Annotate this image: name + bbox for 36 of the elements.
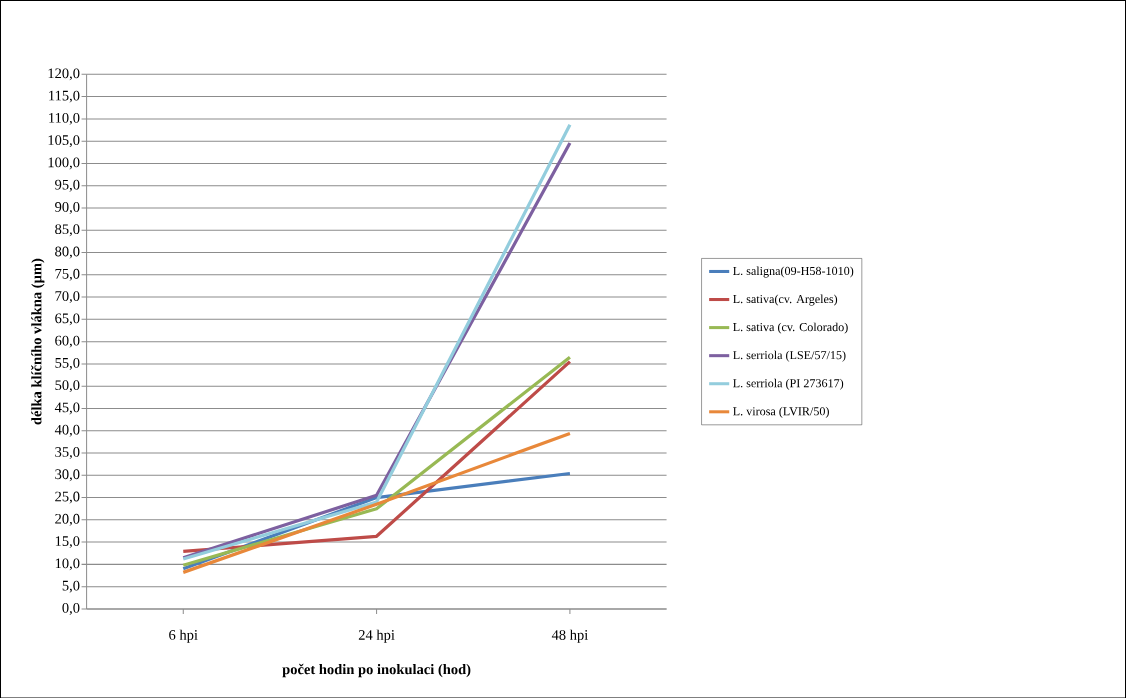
x-axis-title: počet hodin po inokulaci (hod) bbox=[282, 663, 471, 677]
y-tick-label: 60,0 bbox=[55, 335, 80, 348]
y-tick-label: 90,0 bbox=[55, 201, 80, 214]
legend-label: L. sativa (cv. Colorado) bbox=[733, 322, 848, 334]
y-tick-label: 120,0 bbox=[48, 68, 80, 81]
y-tick-label: 40,0 bbox=[54, 424, 80, 437]
y-tick-label: 20,0 bbox=[55, 513, 80, 526]
y-tick-label: 85,0 bbox=[55, 224, 80, 237]
y-tick-label: 5,0 bbox=[62, 580, 80, 593]
x-tick-label: 48 hpi bbox=[551, 629, 588, 643]
legend-label: L. virosa (LVIR/50) bbox=[733, 406, 829, 418]
legend-label: L. sativa(cv. Argeles) bbox=[733, 294, 838, 306]
y-tick-label: 70,0 bbox=[55, 290, 80, 303]
y-tick-label: 75,0 bbox=[55, 268, 80, 281]
y-tick-label: 55,0 bbox=[55, 357, 80, 370]
x-tick-label: 24 hpi bbox=[358, 629, 395, 643]
y-tick-label: 95,0 bbox=[55, 179, 80, 192]
y-tick-label: 80,0 bbox=[55, 246, 80, 259]
y-tick-label: 115,0 bbox=[49, 90, 80, 103]
y-tick-label: 15,0 bbox=[55, 535, 80, 548]
y-tick-label: 110,0 bbox=[49, 112, 80, 125]
y-tick-label: 10,0 bbox=[55, 558, 80, 571]
legend-label: L. serriola (LSE/57/15) bbox=[733, 350, 846, 362]
legend-label: L. saligna(09-H58-1010) bbox=[733, 266, 854, 278]
x-tick-label: 6 hpi bbox=[169, 629, 198, 643]
y-axis-title: délka klíčního vlákna (µm) bbox=[31, 258, 45, 425]
y-tick-label: 25,0 bbox=[55, 491, 80, 504]
y-tick-label: 65,0 bbox=[55, 313, 80, 326]
y-tick-label: 30,0 bbox=[55, 469, 80, 482]
legend-label: L. serriola (PI 273617) bbox=[733, 378, 844, 390]
y-tick-label: 35,0 bbox=[55, 446, 80, 459]
y-tick-label: 0,0 bbox=[62, 602, 80, 615]
y-tick-label: 100,0 bbox=[48, 157, 80, 170]
y-tick-label: 45,0 bbox=[54, 402, 80, 415]
y-tick-label: 50,0 bbox=[55, 380, 80, 392]
y-tick-label: 105,0 bbox=[48, 135, 80, 147]
